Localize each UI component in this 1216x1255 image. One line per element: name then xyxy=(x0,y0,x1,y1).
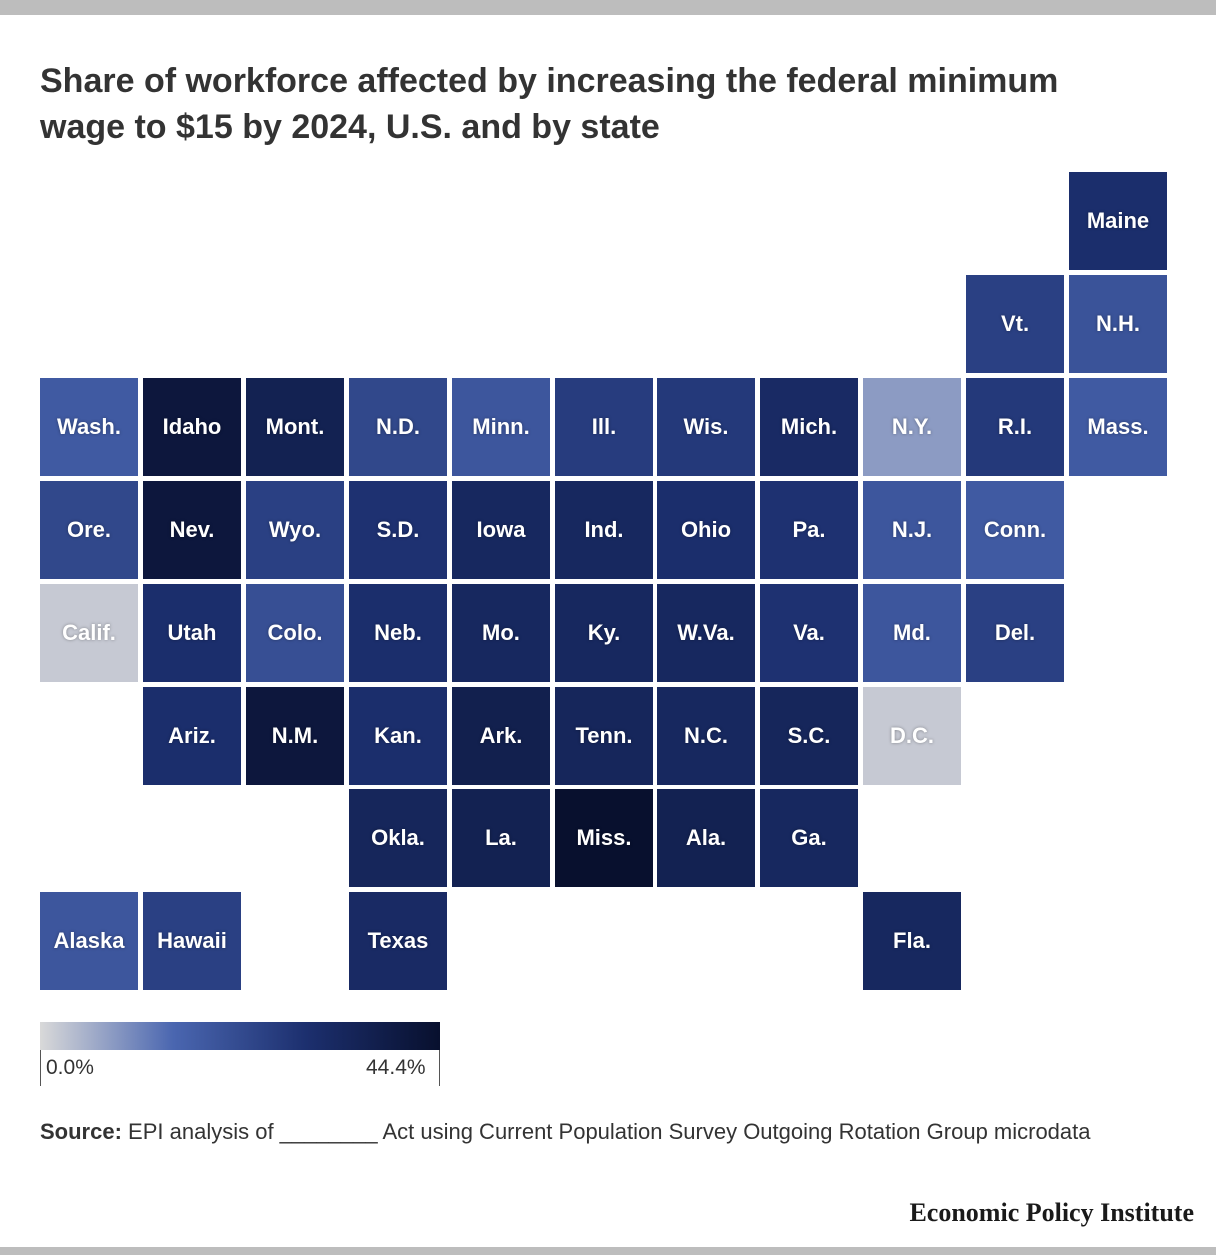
source-label: Source: xyxy=(40,1119,122,1144)
state-tile-mich: Mich. xyxy=(760,378,858,476)
state-tile-vt: Vt. xyxy=(966,275,1064,373)
state-tile-n-j: N.J. xyxy=(863,481,961,579)
state-tile-texas: Texas xyxy=(349,892,447,990)
state-tile-kan: Kan. xyxy=(349,687,447,785)
state-tile-w-va: W.Va. xyxy=(657,584,755,682)
bottom-border xyxy=(0,1247,1216,1255)
legend-min-tick xyxy=(40,1050,41,1086)
state-tile-r-i: R.I. xyxy=(966,378,1064,476)
state-tile-ohio: Ohio xyxy=(657,481,755,579)
state-tile-pa: Pa. xyxy=(760,481,858,579)
state-tile-va: Va. xyxy=(760,584,858,682)
state-tile-wyo: Wyo. xyxy=(246,481,344,579)
legend-min-label: 0.0% xyxy=(46,1056,94,1079)
state-tile-alaska: Alaska xyxy=(40,892,138,990)
state-tile-hawaii: Hawaii xyxy=(143,892,241,990)
state-tile-fla: Fla. xyxy=(863,892,961,990)
state-tile-n-d: N.D. xyxy=(349,378,447,476)
state-tile-wis: Wis. xyxy=(657,378,755,476)
state-tile-del: Del. xyxy=(966,584,1064,682)
state-tile-mo: Mo. xyxy=(452,584,550,682)
source-text: EPI analysis of ________ Act using Curre… xyxy=(128,1119,1091,1144)
state-tile-minn: Minn. xyxy=(452,378,550,476)
state-tile-n-c: N.C. xyxy=(657,687,755,785)
state-tile-conn: Conn. xyxy=(966,481,1064,579)
state-tile-colo: Colo. xyxy=(246,584,344,682)
state-tile-s-d: S.D. xyxy=(349,481,447,579)
state-tile-utah: Utah xyxy=(143,584,241,682)
state-tile-s-c: S.C. xyxy=(760,687,858,785)
state-tile-okla: Okla. xyxy=(349,789,447,887)
state-tile-md: Md. xyxy=(863,584,961,682)
state-tile-d-c: D.C. xyxy=(863,687,961,785)
state-tile-n-y: N.Y. xyxy=(863,378,961,476)
state-tile-ark: Ark. xyxy=(452,687,550,785)
state-tile-tenn: Tenn. xyxy=(555,687,653,785)
top-border xyxy=(0,0,1216,15)
brand-logo: Economic Policy Institute xyxy=(909,1198,1194,1227)
state-tile-ky: Ky. xyxy=(555,584,653,682)
state-tile-neb: Neb. xyxy=(349,584,447,682)
state-tile-maine: Maine xyxy=(1069,172,1167,270)
state-tile-mass: Mass. xyxy=(1069,378,1167,476)
state-tile-ill: Ill. xyxy=(555,378,653,476)
state-tile-miss: Miss. xyxy=(555,789,653,887)
state-tile-wash: Wash. xyxy=(40,378,138,476)
state-tile-la: La. xyxy=(452,789,550,887)
state-tile-nev: Nev. xyxy=(143,481,241,579)
source-note: Source: EPI analysis of ________ Act usi… xyxy=(40,1116,1160,1148)
page-title: Share of workforce affected by increasin… xyxy=(40,62,1059,146)
state-tile-mont: Mont. xyxy=(246,378,344,476)
state-tile-ariz: Ariz. xyxy=(143,687,241,785)
legend-max-tick xyxy=(439,1050,440,1086)
state-tile-ga: Ga. xyxy=(760,789,858,887)
state-tile-n-m: N.M. xyxy=(246,687,344,785)
state-tile-n-h: N.H. xyxy=(1069,275,1167,373)
legend-max-label: 44.4% xyxy=(366,1056,426,1079)
state-tile-ore: Ore. xyxy=(40,481,138,579)
state-tile-calif: Calif. xyxy=(40,584,138,682)
state-tile-ind: Ind. xyxy=(555,481,653,579)
color-scale-legend xyxy=(40,1022,440,1050)
state-tile-ala: Ala. xyxy=(657,789,755,887)
state-tile-iowa: Iowa xyxy=(452,481,550,579)
state-tile-idaho: Idaho xyxy=(143,378,241,476)
